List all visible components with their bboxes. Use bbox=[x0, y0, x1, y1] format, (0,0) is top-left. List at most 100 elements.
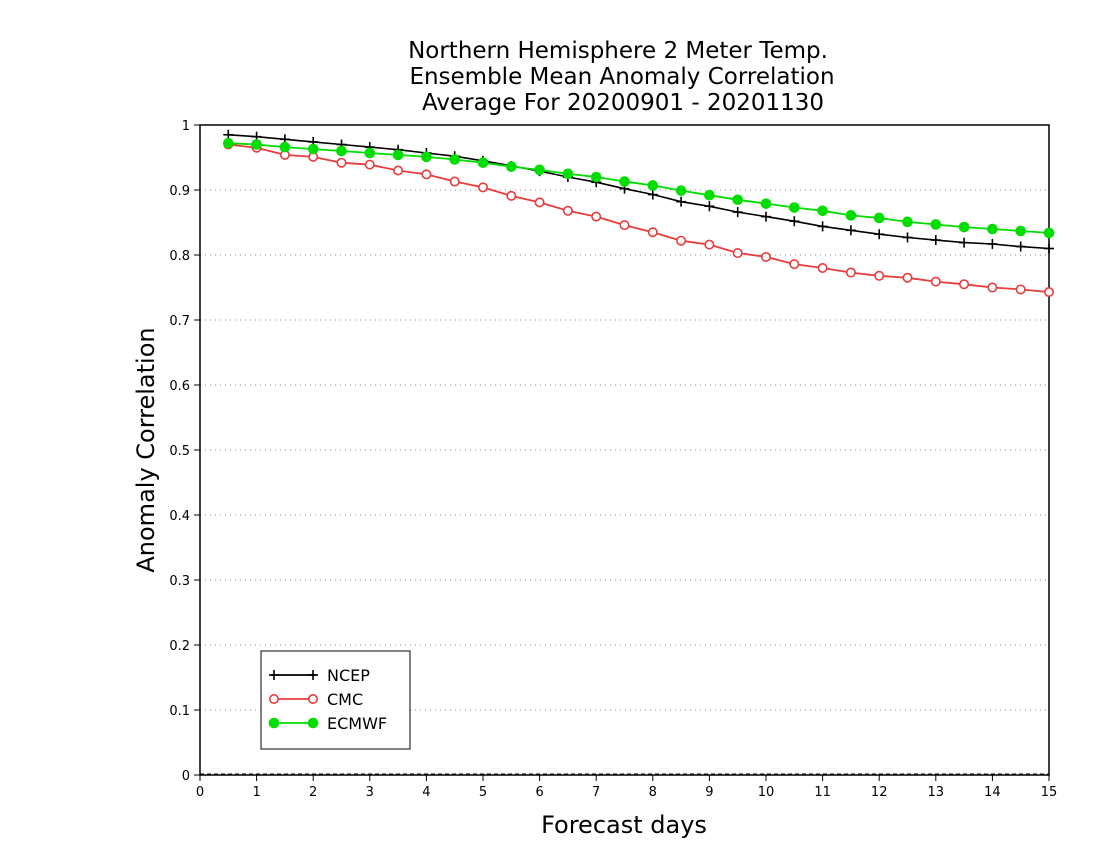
y-axis-label: Anomaly Correlation bbox=[132, 327, 160, 572]
data-point-cmc bbox=[732, 248, 743, 259]
y-tick-label: 0 bbox=[182, 769, 190, 784]
data-point-ecmwf bbox=[506, 161, 517, 172]
data-point-ncep bbox=[959, 237, 970, 248]
x-tick-label: 7 bbox=[592, 785, 600, 800]
x-tick-label: 2 bbox=[309, 785, 317, 800]
data-point-ecmwf bbox=[958, 221, 970, 233]
y-tick-label: 1 bbox=[182, 119, 190, 134]
data-point-ecmwf bbox=[789, 202, 800, 213]
legend-marker bbox=[268, 693, 279, 704]
data-point-cmc bbox=[817, 262, 828, 273]
y-tick-label: 0.8 bbox=[169, 249, 190, 264]
series-line-ecmwf bbox=[228, 142, 1050, 234]
data-point-cmc bbox=[477, 182, 488, 193]
title-line-3: Average For 20200901 - 20201130 bbox=[422, 90, 824, 116]
data-point-cmc bbox=[591, 211, 602, 222]
x-tick-label: 11 bbox=[814, 785, 831, 800]
data-point-ecmwf bbox=[364, 147, 376, 159]
legend-entry-ecmwf: ECMWF bbox=[268, 714, 387, 733]
x-tick-label: 9 bbox=[705, 785, 713, 800]
data-point-ecmwf bbox=[477, 157, 489, 168]
legend-label: CMC bbox=[327, 690, 363, 709]
data-point-ecmwf bbox=[336, 145, 347, 157]
legend-marker bbox=[268, 717, 280, 729]
x-tick-label: 14 bbox=[984, 785, 1001, 800]
data-point-cmc bbox=[421, 169, 432, 180]
data-point-ecmwf bbox=[421, 151, 432, 163]
x-tick-label: 6 bbox=[535, 785, 543, 800]
x-tick-label: 15 bbox=[1041, 785, 1058, 800]
y-tick-label: 0.5 bbox=[169, 444, 190, 459]
data-point-cmc bbox=[845, 267, 856, 278]
gridlines bbox=[200, 189, 1049, 775]
data-point-ecmwf bbox=[449, 154, 461, 165]
legend-box bbox=[260, 650, 411, 750]
data-point-cmc bbox=[789, 259, 800, 270]
data-point-ncep bbox=[647, 189, 658, 200]
x-tick-label: 8 bbox=[649, 785, 657, 800]
data-point-cmc bbox=[393, 165, 404, 176]
data-point-ecmwf bbox=[223, 137, 234, 149]
data-point-ncep bbox=[845, 225, 856, 236]
y-tick-label: 0.3 bbox=[169, 574, 190, 589]
series-line-cmc bbox=[228, 143, 1050, 293]
data-point-ecmwf bbox=[647, 180, 659, 191]
data-point-ncep bbox=[732, 207, 743, 218]
data-point-ncep bbox=[1015, 241, 1026, 252]
data-point-cmc bbox=[562, 205, 573, 216]
series-layer bbox=[223, 129, 1055, 298]
y-tick-label: 0.2 bbox=[169, 639, 190, 654]
data-point-cmc bbox=[676, 235, 687, 246]
data-point-ncep bbox=[789, 216, 800, 227]
y-tick-label: 0.7 bbox=[169, 314, 190, 329]
x-tick-label: 1 bbox=[252, 785, 260, 800]
data-point-ecmwf bbox=[845, 210, 857, 221]
data-point-ecmwf bbox=[307, 143, 319, 155]
data-point-ncep bbox=[761, 211, 771, 222]
y-tick-label: 0.6 bbox=[169, 379, 190, 394]
axis-ticks: 00.10.20.30.40.50.60.70.80.910 1 2 3 4 5 6 7 8 9 1… bbox=[169, 119, 1057, 800]
data-point-cmc bbox=[449, 176, 460, 187]
data-point-cmc bbox=[506, 190, 517, 201]
data-point-ecmwf bbox=[251, 139, 262, 150]
y-tick-label: 0.1 bbox=[169, 704, 190, 719]
data-point-ncep bbox=[817, 221, 828, 232]
data-point-ecmwf bbox=[1015, 225, 1027, 237]
data-point-ecmwf bbox=[1043, 227, 1055, 239]
legend-label: NCEP bbox=[327, 666, 370, 685]
x-tick-label: 10 bbox=[758, 785, 775, 800]
x-tick-label: 4 bbox=[422, 785, 430, 800]
title-line-1: Northern Hemisphere 2 Meter Temp. bbox=[408, 38, 828, 64]
data-point-cmc bbox=[930, 276, 941, 287]
data-point-cmc bbox=[1015, 284, 1026, 295]
legend: NCEP CMC ECMWF bbox=[260, 650, 411, 750]
series-cmc bbox=[223, 139, 1055, 298]
x-axis-label: Forecast days bbox=[541, 811, 707, 839]
legend-marker bbox=[307, 717, 319, 729]
data-point-ncep bbox=[874, 229, 885, 240]
data-point-ecmwf bbox=[392, 149, 404, 161]
data-point-cmc bbox=[1044, 287, 1055, 298]
data-point-ncep bbox=[1044, 243, 1054, 254]
x-tick-label: 3 bbox=[366, 785, 374, 800]
data-point-cmc bbox=[959, 279, 970, 290]
data-point-ncep bbox=[902, 232, 913, 243]
legend-label: ECMWF bbox=[327, 714, 387, 733]
data-point-cmc bbox=[534, 197, 545, 208]
data-point-cmc bbox=[902, 272, 913, 283]
data-point-ncep bbox=[676, 196, 687, 207]
data-point-ncep bbox=[704, 201, 715, 212]
y-tick-label: 0.4 bbox=[169, 509, 190, 524]
data-point-cmc bbox=[874, 270, 885, 281]
data-point-cmc bbox=[987, 282, 998, 293]
data-point-ecmwf bbox=[279, 141, 291, 153]
data-point-cmc bbox=[336, 157, 347, 168]
x-tick-label: 0 bbox=[196, 785, 204, 800]
x-tick-label: 13 bbox=[928, 785, 945, 800]
data-point-ecmwf bbox=[873, 212, 885, 224]
legend-entry-ncep: NCEP bbox=[269, 666, 370, 685]
x-tick-label: 12 bbox=[871, 785, 888, 800]
data-point-cmc bbox=[704, 239, 715, 250]
y-tick-label: 0.9 bbox=[169, 184, 190, 199]
